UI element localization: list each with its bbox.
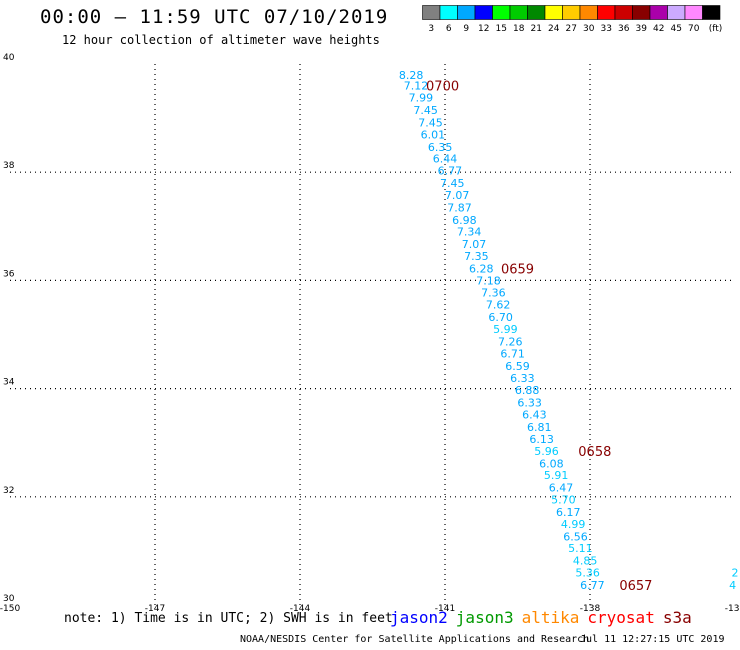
- swh-point: 6.88: [515, 384, 540, 397]
- footer-note: note: 1) Time is in UTC; 2) SWH is in fe…: [64, 611, 393, 626]
- x-tick-label: -147: [145, 604, 165, 614]
- swh-point: 6.98: [452, 214, 477, 227]
- swh-point: 7.62: [486, 299, 511, 312]
- swh-point: 7.12: [404, 80, 429, 93]
- x-tick-label: -135: [725, 604, 740, 614]
- swh-point: 7.35: [464, 250, 489, 263]
- colorbar-tick-label: 42: [653, 24, 664, 34]
- swh-point: 6.08: [539, 457, 564, 470]
- swh-point: 4.85: [573, 555, 598, 568]
- swh-point: 7.99: [409, 92, 434, 105]
- y-tick-label: 30: [3, 594, 15, 604]
- colorbar-tick-label: 21: [531, 24, 542, 34]
- y-tick-label: 32: [3, 486, 14, 496]
- swh-point: 6.33: [510, 372, 535, 385]
- swh-point-edge: 2: [732, 567, 739, 580]
- colorbar-tick-label: 70: [688, 24, 700, 34]
- colorbar-unit: (ft): [709, 24, 723, 34]
- swh-point: 7.87: [447, 201, 472, 214]
- time-label: 0658: [578, 445, 611, 460]
- legend-item-jason3: jason3: [455, 608, 514, 627]
- y-tick-label: 38: [3, 161, 15, 171]
- swh-point: 6.77: [580, 579, 605, 592]
- legend-item-cryosat: cryosat: [587, 608, 655, 627]
- swh-point: 6.81: [527, 421, 552, 434]
- swh-point: 6.17: [556, 506, 581, 519]
- colorbar-tick-label: 39: [636, 24, 648, 34]
- swh-point: 7.45: [440, 177, 465, 190]
- swh-point: 6.44: [433, 153, 458, 166]
- swh-point: 6.47: [549, 482, 574, 495]
- x-tick-label: -141: [435, 604, 455, 614]
- swh-point: 6.56: [563, 530, 588, 543]
- swh-point: 7.26: [498, 336, 523, 349]
- generated-timestamp: Jul 11 12:27:15 UTC 2019: [580, 634, 725, 645]
- x-tick-label: -150: [0, 604, 20, 614]
- colorbar-tick-label: 12: [478, 24, 489, 34]
- colorbar-tick-label: 33: [601, 24, 612, 34]
- y-tick-label: 34: [3, 378, 15, 388]
- swh-point: 6.28: [469, 262, 494, 275]
- x-tick-label: -144: [290, 604, 311, 614]
- time-label: 0700: [426, 80, 459, 95]
- y-tick-label: 40: [3, 53, 15, 63]
- credit-text: NOAA/NESDIS Center for Satellite Applica…: [240, 634, 590, 645]
- swh-point: 6.77: [438, 165, 463, 178]
- legend-item-altika: altika: [521, 608, 580, 627]
- swh-point: 5.96: [534, 445, 559, 458]
- chart-subtitle: 12 hour collection of altimeter wave hei…: [62, 33, 380, 47]
- swh-point: 6.43: [522, 409, 547, 422]
- colorbar-tick-label: 30: [583, 24, 595, 34]
- swh-point: 8.28: [399, 69, 424, 82]
- swh-point: 5.70: [551, 494, 576, 507]
- colorbar-tick-label: 6: [446, 24, 452, 34]
- chart-title: 00:00 – 11:59 UTC 07/10/2019: [40, 6, 389, 28]
- swh-point: 6.70: [488, 311, 513, 324]
- x-tick-label: -138: [580, 604, 601, 614]
- swh-point: 7.45: [418, 116, 443, 129]
- swh-point: 6.13: [529, 433, 554, 446]
- swh-point: 7.18: [476, 274, 501, 287]
- swh-point: 7.07: [445, 189, 470, 202]
- swh-point: 5.99: [493, 323, 518, 336]
- time-label: 0659: [501, 262, 534, 277]
- swh-point: 7.07: [462, 238, 487, 251]
- time-label: 0657: [619, 579, 652, 594]
- colorbar-tick-label: 45: [671, 24, 682, 34]
- colorbar-tick-label: 9: [463, 24, 469, 34]
- swh-point: 7.45: [413, 104, 438, 117]
- swh-point: 6.59: [505, 360, 530, 373]
- satellite-legend: jason2 jason3 altika cryosat s3a: [390, 608, 700, 627]
- colorbar-tick-label: 18: [513, 24, 525, 34]
- swh-point: 6.35: [428, 141, 453, 154]
- swh-point: 5.36: [575, 567, 600, 580]
- y-tick-label: 36: [3, 269, 15, 279]
- colorbar-tick-label: 36: [618, 24, 630, 34]
- colorbar-tick-label: 15: [496, 24, 507, 34]
- color-scale-legend: 3 6 9 12 15 18 21 24 27 30 33 36 39 42 45 70 (ft): [422, 5, 723, 34]
- colorbar-swatch: [702, 5, 721, 20]
- colorbar-tick-label: 3: [428, 24, 434, 34]
- swh-point: 5.11: [568, 542, 593, 555]
- legend-item-jason2: jason2: [390, 608, 448, 627]
- swh-point: 5.91: [544, 469, 569, 482]
- colorbar-tick-label: 27: [566, 24, 577, 34]
- swh-point-edge: 4: [729, 579, 736, 592]
- swh-point: 6.01: [421, 128, 446, 141]
- swh-point: 6.71: [500, 347, 525, 360]
- legend-item-s3a: s3a: [662, 608, 692, 627]
- swh-point: 7.36: [481, 286, 506, 299]
- colorbar-tick-label: 24: [548, 24, 560, 34]
- swh-point: 4.99: [561, 518, 586, 531]
- swh-point: 6.33: [517, 397, 542, 410]
- swh-point: 7.34: [457, 226, 482, 239]
